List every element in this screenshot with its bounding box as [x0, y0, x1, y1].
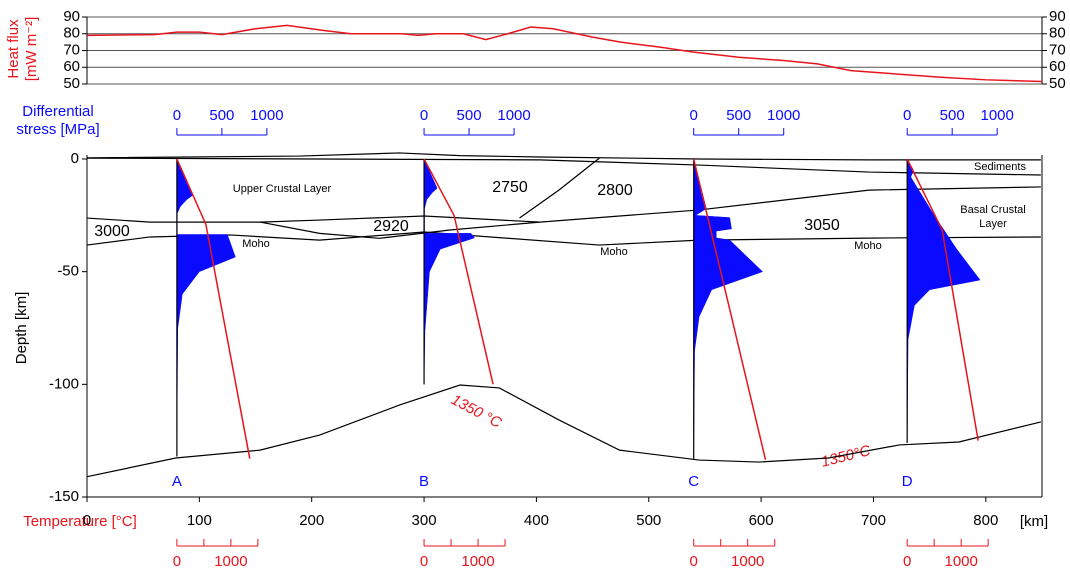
x-tick-label: 700 — [861, 512, 886, 529]
stress-tick-label: 500 — [726, 107, 751, 124]
geotherm — [906, 158, 979, 441]
y-tick-label: 70 — [63, 41, 80, 58]
x-unit: [km] — [1020, 513, 1048, 530]
geotherm — [423, 158, 494, 385]
x-tick-label: 400 — [524, 512, 549, 529]
stress-tick-label: 1000 — [767, 107, 800, 124]
stress-tick-label: 0 — [173, 107, 181, 124]
profile-label: D — [902, 473, 913, 490]
moho-label: Moho — [854, 240, 882, 252]
stress-label: stress [MPa] — [16, 121, 99, 138]
temperature-tick-label: 1000 — [731, 553, 764, 570]
temperature-tick-label: 1000 — [214, 553, 247, 570]
temperature-label: Temperature [°C] — [23, 513, 137, 530]
x-tick-label: 200 — [299, 512, 324, 529]
temperature-tick-label: 1000 — [944, 553, 977, 570]
y-tick-label: 90 — [1049, 8, 1066, 25]
y-tick-label: 90 — [63, 8, 80, 25]
temperature-tick-label: 0 — [903, 553, 911, 570]
x-tick-label: 300 — [412, 512, 437, 529]
stress-tick-label: 500 — [940, 107, 965, 124]
y-tick-label: 50 — [1049, 75, 1066, 92]
profile-label: B — [419, 473, 429, 490]
profile-label: C — [688, 473, 699, 490]
layer-label: Basal Crustal — [960, 204, 1025, 216]
stress-tick-label: 1000 — [980, 107, 1013, 124]
temperature-tick-label: 1000 — [461, 553, 494, 570]
stress-tick-label: 0 — [420, 107, 428, 124]
x-tick-label: 100 — [187, 512, 212, 529]
temperature-tick-label: 0 — [690, 553, 698, 570]
layer-label: Layer — [979, 218, 1007, 230]
depth-label: Depth [km] — [13, 292, 30, 365]
y-tick-label: 60 — [63, 58, 80, 75]
strength-envelope — [423, 158, 475, 385]
profile-label: A — [172, 473, 182, 490]
density-label: 2750 — [492, 179, 528, 196]
layer-boundary — [86, 186, 1041, 223]
y-tick-label: 70 — [1049, 41, 1066, 58]
stress-tick-label: 500 — [457, 107, 482, 124]
y-tick-label: 0 — [71, 150, 79, 167]
geotherm — [692, 158, 767, 460]
moho-label: Moho — [242, 238, 270, 250]
density-label: 3050 — [804, 217, 840, 234]
y-tick-label: -100 — [49, 375, 79, 392]
x-tick-label: 800 — [973, 512, 998, 529]
density-label: 2920 — [373, 218, 409, 235]
layer-boundary — [519, 157, 600, 219]
isotherm-label: 1350°C — [819, 442, 872, 471]
stress-tick-label: 0 — [690, 107, 698, 124]
strength-envelope — [906, 158, 981, 443]
heat-flux-label: Heat flux — [5, 19, 22, 79]
x-tick-label: 600 — [749, 512, 774, 529]
layer-boundary — [259, 221, 540, 239]
layer-boundary — [86, 384, 1042, 478]
layer-boundary — [86, 157, 1041, 176]
stress-label: Differential — [22, 103, 93, 120]
stress-tick-label: 1000 — [497, 107, 530, 124]
y-tick-label: 60 — [1049, 58, 1066, 75]
temperature-tick-label: 0 — [420, 553, 428, 570]
x-tick-label: 500 — [636, 512, 661, 529]
stress-tick-label: 500 — [209, 107, 234, 124]
density-label: 2800 — [597, 182, 633, 199]
geotherm — [176, 158, 251, 459]
stress-tick-label: 1000 — [250, 107, 283, 124]
layer-label: Upper Crustal Layer — [233, 183, 332, 195]
moho-label: Moho — [600, 246, 628, 258]
heat-flux-line — [86, 24, 1043, 83]
y-tick-label: 50 — [63, 75, 80, 92]
heat-flux-unit: [mW m⁻²] — [23, 17, 40, 82]
strength-envelope — [176, 158, 236, 457]
layer-boundary — [86, 152, 1041, 161]
x-tick-label: 0 — [83, 512, 91, 529]
temperature-tick-label: 0 — [173, 553, 181, 570]
y-tick-label: -50 — [57, 263, 79, 280]
density-label: 3000 — [94, 223, 130, 240]
y-tick-label: 80 — [1049, 25, 1066, 42]
y-tick-label: -150 — [49, 488, 79, 505]
y-tick-label: 80 — [63, 25, 80, 42]
stress-tick-label: 0 — [903, 107, 911, 124]
layer-label: Sediments — [974, 161, 1026, 173]
isotherm-label: 1350 °C — [448, 391, 504, 432]
